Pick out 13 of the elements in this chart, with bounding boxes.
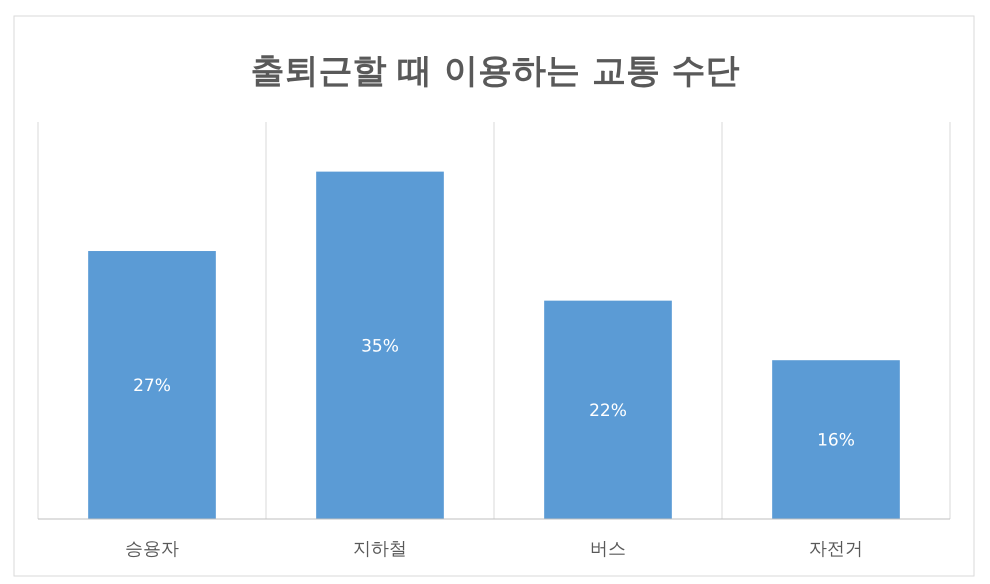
bar bbox=[544, 300, 672, 519]
data-label: 35% bbox=[361, 336, 399, 356]
bar bbox=[316, 172, 444, 519]
bar bbox=[772, 360, 900, 519]
x-tick-label: 승용자 bbox=[125, 538, 179, 560]
chart-title: 출퇴근할 때 이용하는 교통 수단 bbox=[250, 50, 740, 91]
data-label: 16% bbox=[817, 430, 855, 451]
x-tick-label: 지하철 bbox=[353, 538, 407, 560]
x-tick-label: 자전거 bbox=[809, 538, 863, 560]
bar bbox=[88, 251, 216, 519]
x-tick-label: 버스 bbox=[590, 538, 626, 560]
data-label: 22% bbox=[589, 400, 627, 421]
data-label: 27% bbox=[133, 376, 171, 396]
